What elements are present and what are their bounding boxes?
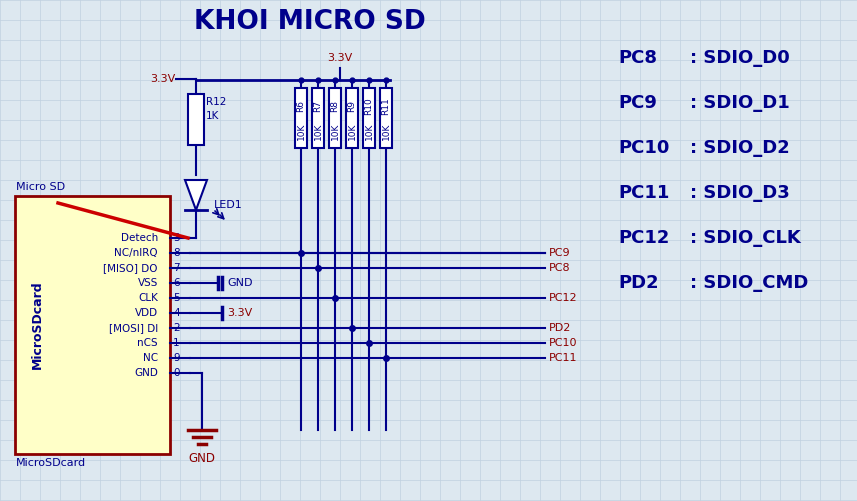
Bar	[329, 88, 341, 148]
Text: 10K: 10K	[381, 123, 391, 140]
Text: 3.3V: 3.3V	[227, 308, 252, 318]
Text: Detech: Detech	[121, 233, 158, 243]
Text: R12: R12	[206, 97, 226, 107]
Text: : SDIO_CLK: : SDIO_CLK	[690, 229, 800, 247]
Text: MicroSDcard: MicroSDcard	[31, 281, 44, 369]
Text: R6: R6	[297, 100, 305, 112]
Text: 10K: 10K	[331, 123, 339, 140]
Text: MicroSDcard: MicroSDcard	[16, 458, 86, 468]
Text: VSS: VSS	[138, 278, 158, 288]
Text: 7: 7	[173, 263, 180, 273]
Text: NC/nIRQ: NC/nIRQ	[114, 248, 158, 258]
Text: PC12: PC12	[549, 293, 578, 303]
Text: 8: 8	[173, 248, 180, 258]
Text: GND: GND	[135, 368, 158, 378]
Text: : SDIO_D2: : SDIO_D2	[690, 139, 790, 157]
Text: R9: R9	[347, 100, 357, 112]
Text: PC11: PC11	[618, 184, 669, 202]
Bar	[295, 88, 307, 148]
Text: 10K: 10K	[364, 123, 374, 140]
Text: nCS: nCS	[137, 338, 158, 348]
Text: : SDIO_D0: : SDIO_D0	[690, 49, 790, 67]
Bar	[380, 88, 392, 148]
Text: 10K: 10K	[347, 123, 357, 140]
Bar	[188, 94, 204, 145]
Text: [MOSI] DI: [MOSI] DI	[109, 323, 158, 333]
Text: : SDIO_D1: : SDIO_D1	[690, 94, 790, 112]
Text: R10: R10	[364, 97, 374, 115]
Text: 4: 4	[173, 308, 180, 318]
Text: 5: 5	[173, 293, 180, 303]
Text: 3: 3	[173, 233, 180, 243]
Text: LED1: LED1	[214, 200, 243, 210]
Text: PC9: PC9	[549, 248, 571, 258]
Text: R11: R11	[381, 97, 391, 115]
Text: GND: GND	[227, 278, 253, 288]
Text: 1K: 1K	[206, 111, 219, 121]
Text: VDD: VDD	[135, 308, 158, 318]
Text: PC9: PC9	[618, 94, 656, 112]
Text: PD2: PD2	[549, 323, 572, 333]
Text: : SDIO_D3: : SDIO_D3	[690, 184, 790, 202]
Text: 10K: 10K	[297, 123, 305, 140]
Text: PC10: PC10	[549, 338, 578, 348]
Text: NC: NC	[143, 353, 158, 363]
Text: R8: R8	[331, 100, 339, 112]
Text: 3.3V: 3.3V	[327, 53, 352, 63]
Bar	[346, 88, 358, 148]
Bar	[15, 196, 170, 454]
Bar	[363, 88, 375, 148]
Text: KHOI MICRO SD: KHOI MICRO SD	[195, 9, 426, 35]
Text: 3.3V: 3.3V	[150, 74, 175, 84]
Text: GND: GND	[189, 452, 215, 465]
Text: 6: 6	[173, 278, 180, 288]
Text: 10K: 10K	[314, 123, 322, 140]
Text: 0: 0	[173, 368, 179, 378]
Text: CLK: CLK	[138, 293, 158, 303]
Text: : SDIO_CMD: : SDIO_CMD	[690, 274, 808, 292]
Text: PC12: PC12	[618, 229, 669, 247]
Text: PC8: PC8	[549, 263, 571, 273]
Polygon shape	[185, 180, 207, 210]
Text: PC8: PC8	[618, 49, 657, 67]
Text: [MISO] DO: [MISO] DO	[104, 263, 158, 273]
Text: R7: R7	[314, 100, 322, 112]
Text: PD2: PD2	[618, 274, 659, 292]
Text: PC11: PC11	[549, 353, 578, 363]
Text: 1: 1	[173, 338, 180, 348]
Text: 9: 9	[173, 353, 180, 363]
Text: 2: 2	[173, 323, 180, 333]
Bar	[312, 88, 324, 148]
Text: Micro SD: Micro SD	[16, 182, 65, 192]
Text: PC10: PC10	[618, 139, 669, 157]
